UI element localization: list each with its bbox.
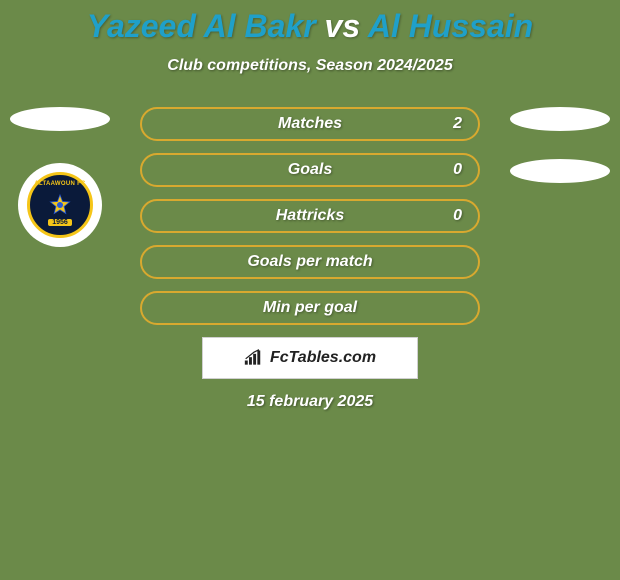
stat-label: Goals per match bbox=[247, 253, 372, 271]
stat-label: Matches bbox=[278, 115, 342, 133]
stats-area: ALTAAWOUN FC 1956 Matches 2 Goals 0 Hatt… bbox=[0, 107, 620, 411]
brand-box: FcTables.com bbox=[202, 337, 418, 379]
comparison-card: Yazeed Al Bakr vs Al Hussain Club compet… bbox=[0, 0, 620, 580]
stat-row-hattricks: Hattricks 0 bbox=[140, 199, 480, 233]
avatar-placeholder-left bbox=[10, 107, 110, 131]
stat-value-right: 2 bbox=[453, 115, 462, 133]
title-vs: vs bbox=[316, 8, 368, 44]
star-icon bbox=[48, 193, 72, 217]
avatar-placeholder-right-2 bbox=[510, 159, 610, 183]
avatar-placeholder-right-1 bbox=[510, 107, 610, 131]
club-badge: ALTAAWOUN FC 1956 bbox=[18, 163, 102, 247]
stat-row-goals: Goals 0 bbox=[140, 153, 480, 187]
stat-row-matches: Matches 2 bbox=[140, 107, 480, 141]
stat-row-min-per-goal: Min per goal bbox=[140, 291, 480, 325]
stat-label: Goals bbox=[288, 161, 332, 179]
stat-label: Min per goal bbox=[263, 299, 357, 317]
club-badge-name: ALTAAWOUN FC bbox=[34, 181, 85, 187]
title-player2: Al Hussain bbox=[368, 8, 533, 44]
bar-chart-icon bbox=[244, 349, 264, 367]
page-title: Yazeed Al Bakr vs Al Hussain bbox=[0, 8, 620, 45]
stat-value-right: 0 bbox=[453, 207, 462, 225]
stat-value-right: 0 bbox=[453, 161, 462, 179]
brand-text: FcTables.com bbox=[270, 349, 376, 367]
stat-label: Hattricks bbox=[276, 207, 344, 225]
club-badge-inner: ALTAAWOUN FC 1956 bbox=[27, 172, 93, 238]
subtitle: Club competitions, Season 2024/2025 bbox=[0, 57, 620, 75]
club-badge-year: 1956 bbox=[48, 219, 72, 226]
title-player1: Yazeed Al Bakr bbox=[87, 8, 316, 44]
date-text: 15 february 2025 bbox=[0, 393, 620, 411]
stat-row-goals-per-match: Goals per match bbox=[140, 245, 480, 279]
